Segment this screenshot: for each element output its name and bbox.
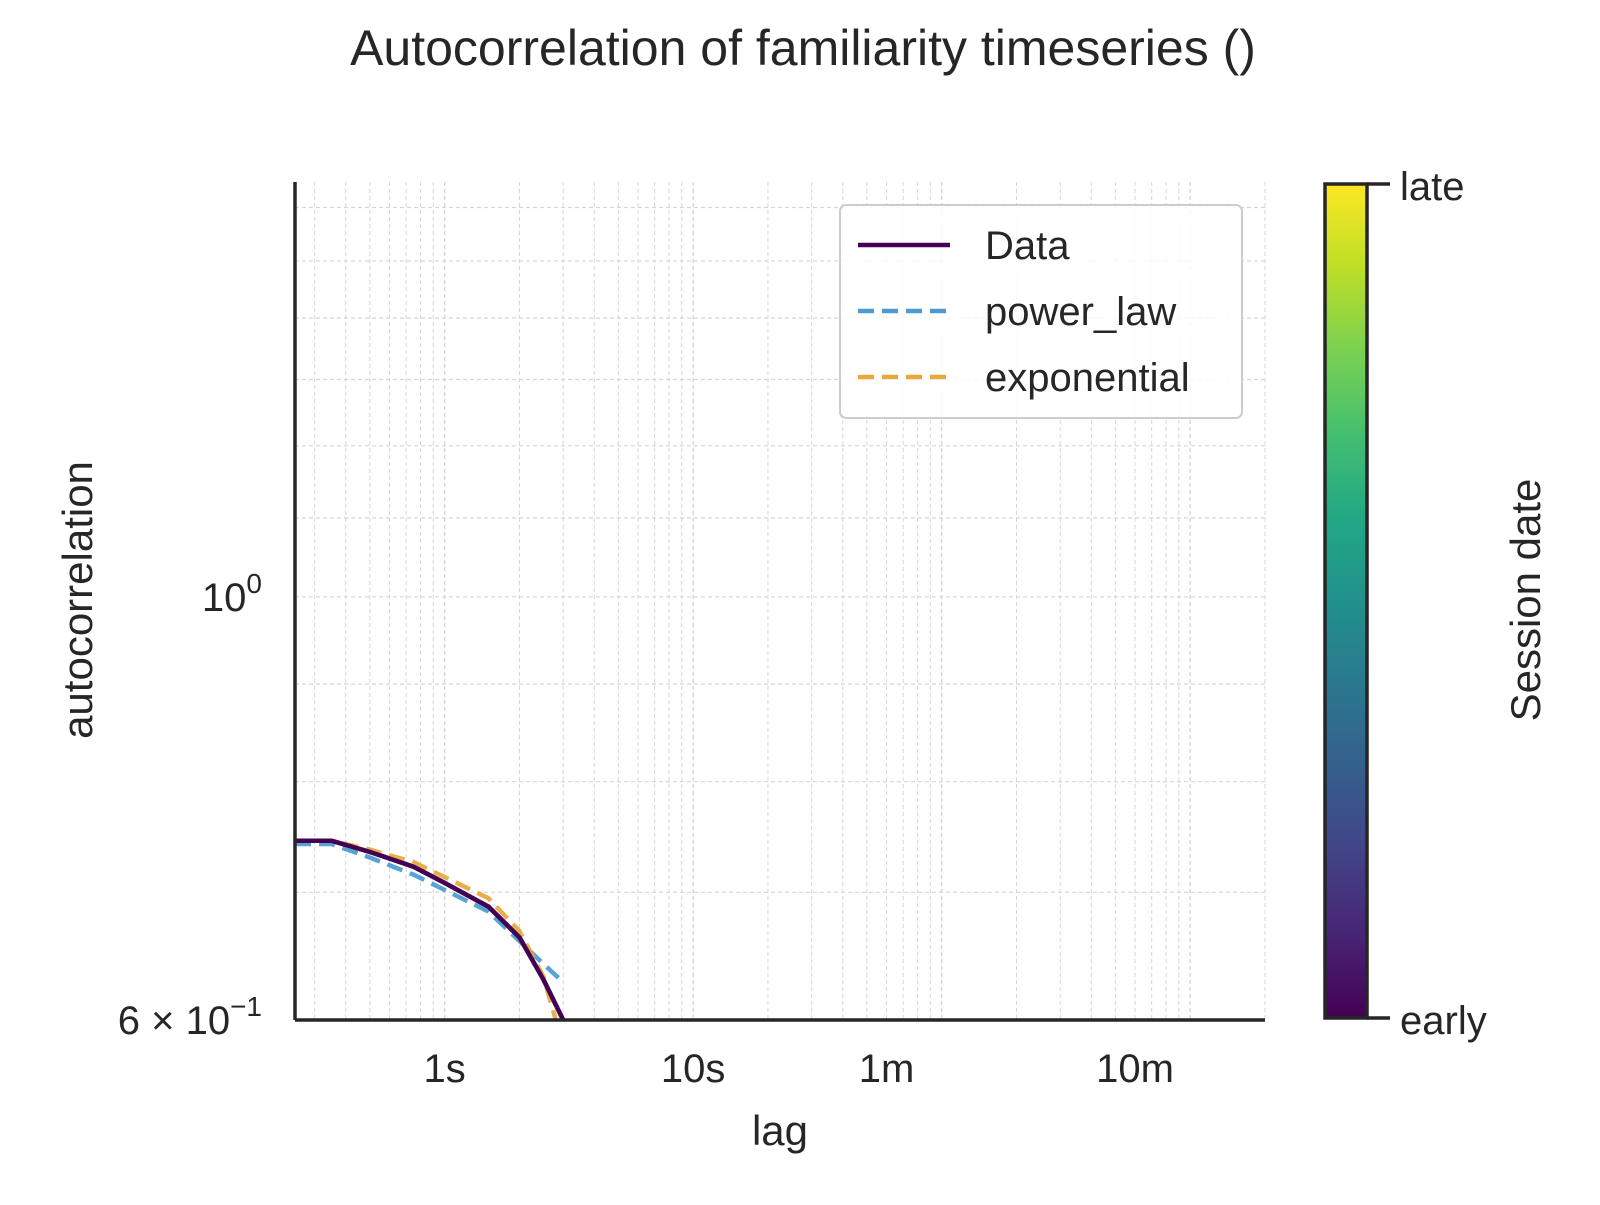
legend-label-power-law: power_law [985,290,1176,334]
x-tick-label: 10m [1096,1047,1174,1091]
series-line-power-law [295,841,565,984]
colorbar: late early Session date [1323,165,1549,1043]
legend-box [839,204,1243,419]
series-line-data-top [295,838,566,1020]
y-tick-label: 100 [202,568,262,620]
series-line-Data [295,838,566,1020]
legend: Data power_law exponential [839,204,1243,419]
legend-label-data: Data [985,224,1070,268]
series-lines [295,838,566,1020]
y-tick-labels: 6 × 10−1 100 [118,568,262,1043]
y-axis-label: autocorrelation [54,461,101,739]
series-line-exponential [295,838,558,1020]
x-tick-labels: 1s 10s 1m 10m [423,1047,1173,1091]
x-axis-label: lag [752,1107,808,1154]
colorbar-bottom-label: early [1400,999,1487,1043]
colorbar-gradient [1325,184,1367,1018]
x-tick-label: 10s [661,1047,726,1091]
chart-title: Autocorrelation of familiarity timeserie… [350,20,1256,76]
colorbar-frame [1323,182,1369,1020]
x-tick-label: 1s [423,1047,465,1091]
legend-label-exponential: exponential [985,356,1190,400]
x-tick-label: 1m [859,1047,915,1091]
colorbar-title: Session date [1502,479,1549,722]
y-tick-label: 6 × 10−1 [118,991,262,1043]
colorbar-top-label: late [1400,165,1465,209]
